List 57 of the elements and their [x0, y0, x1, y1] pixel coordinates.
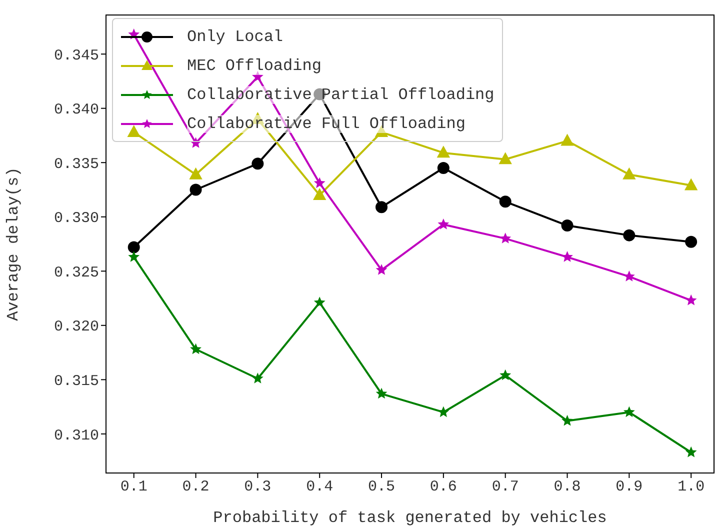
point	[376, 388, 388, 399]
point	[562, 251, 573, 262]
point	[685, 236, 698, 248]
point	[561, 220, 574, 232]
y-tick-label: 0.340	[54, 102, 99, 119]
point	[252, 158, 264, 170]
point	[438, 218, 450, 230]
point	[684, 178, 698, 190]
legend-label: MEC Offloading	[187, 56, 322, 74]
point	[437, 162, 450, 174]
x-axis-title: Probability of task generated by vehicles	[213, 509, 607, 527]
y-tick-label: 0.310	[54, 427, 99, 444]
point	[685, 446, 697, 458]
point	[314, 177, 326, 188]
y-tick-label: 0.345	[54, 47, 99, 64]
point	[190, 343, 202, 354]
x-tick-label: 0.3	[244, 478, 272, 496]
point	[562, 414, 573, 426]
point	[190, 184, 202, 196]
point	[560, 134, 574, 146]
point	[127, 125, 140, 138]
y-tick-label: 0.320	[54, 318, 99, 336]
x-tick-label: 0.2	[182, 478, 210, 496]
x-tick-label: 1.0	[678, 478, 705, 496]
point	[499, 196, 512, 208]
x-tick-label: 0.6	[430, 478, 457, 496]
point	[623, 229, 636, 242]
point	[622, 167, 636, 180]
point	[498, 152, 512, 164]
point	[252, 372, 264, 384]
y-axis-title: Average delay(s)	[4, 167, 23, 321]
point	[314, 296, 326, 308]
y-tick-label: 0.325	[54, 264, 99, 282]
x-tick-label: 0.1	[120, 478, 148, 496]
point	[189, 167, 202, 180]
point	[128, 241, 140, 254]
point	[438, 406, 450, 418]
y-tick-label: 0.315	[54, 372, 99, 390]
x-tick-label: 0.5	[368, 478, 396, 496]
point	[436, 146, 450, 158]
point	[128, 251, 140, 262]
y-tick-label: 0.330	[54, 210, 99, 228]
y-tick-label: 0.335	[54, 156, 99, 173]
point	[500, 369, 512, 380]
legend-label: Collaborative Partial Offloading	[187, 86, 494, 104]
point	[376, 201, 388, 214]
point	[685, 294, 697, 306]
x-tick-label: 0.8	[554, 478, 581, 496]
point	[623, 406, 635, 418]
legend-label: Only Local	[187, 28, 284, 46]
x-tick-label: 0.9	[616, 478, 643, 496]
point	[376, 264, 388, 275]
point	[500, 232, 512, 244]
legend-label: Collaborative Full Offloading	[187, 114, 466, 132]
point	[313, 188, 326, 200]
x-tick-label: 0.4	[306, 478, 334, 496]
x-tick-label: 0.7	[492, 478, 519, 496]
